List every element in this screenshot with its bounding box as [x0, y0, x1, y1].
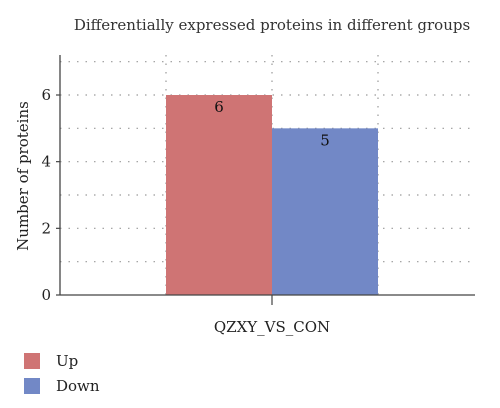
- y-tick-label: 6: [41, 86, 51, 104]
- bar-value-label-down: 5: [320, 131, 330, 149]
- legend: Up Down: [24, 352, 100, 395]
- legend-label-down: Down: [56, 377, 100, 395]
- bar-value-label-up: 6: [214, 98, 224, 116]
- y-tick-label: 0: [41, 286, 51, 304]
- y-tick-label: 4: [41, 153, 51, 171]
- legend-swatch-up: [24, 353, 40, 369]
- chart-title: Differentially expressed proteins in dif…: [74, 16, 470, 34]
- bar-up: [166, 95, 272, 295]
- y-axis-label: Number of proteins: [14, 101, 32, 251]
- x-tick-label: QZXY_VS_CON: [214, 318, 330, 336]
- bar-down: [272, 128, 378, 295]
- axes: 0 2 4 6 QZXY_VS_CON: [41, 55, 475, 336]
- y-tick-label: 2: [41, 219, 51, 237]
- legend-label-up: Up: [56, 352, 78, 370]
- bars: 65: [166, 95, 378, 295]
- legend-swatch-down: [24, 378, 40, 394]
